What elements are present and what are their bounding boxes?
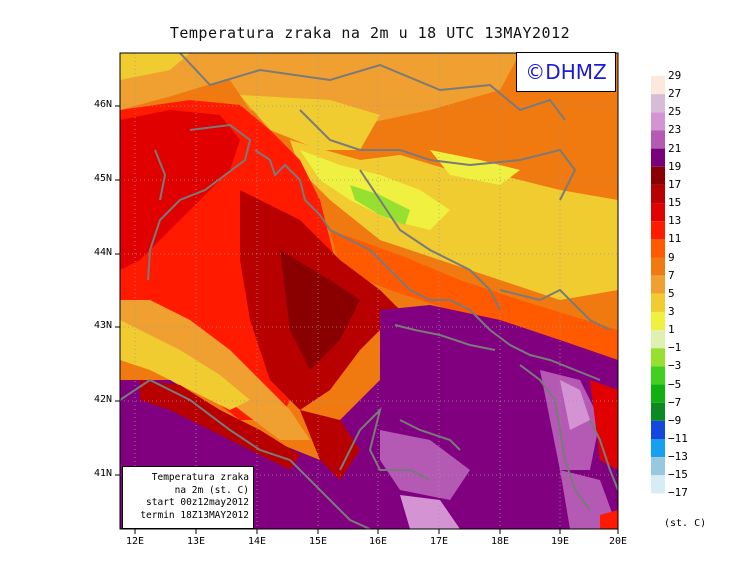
y-tick-label: 46N (94, 99, 113, 110)
x-tick-label: 17E (429, 536, 449, 547)
colorbar-swatch (651, 184, 665, 204)
x-tick-label: 14E (247, 536, 267, 547)
colorbar-label: 1 (668, 323, 675, 337)
info-line: Temperatura zraka (151, 472, 249, 483)
colorbar-swatch (651, 311, 665, 331)
map-frame (119, 52, 619, 530)
colorbar-swatch (651, 366, 665, 385)
colorbar-swatch (651, 457, 665, 476)
colorbar-label: 9 (668, 250, 675, 264)
colorbar (651, 76, 665, 494)
colorbar-label: 7 (668, 268, 675, 282)
y-tick-label: 43N (94, 320, 113, 331)
colorbar-label: −3 (668, 359, 682, 373)
colorbar-swatch (651, 76, 665, 95)
colorbar-label: −17 (668, 486, 688, 500)
colorbar-label: −13 (668, 450, 688, 464)
colorbar-label: 11 (668, 232, 682, 246)
colorbar-label: 29 (668, 69, 682, 82)
colorbar-swatch (651, 293, 665, 312)
colorbar-swatch (651, 221, 665, 240)
colorbar-label: −9 (668, 413, 682, 427)
colorbar-swatch (651, 402, 665, 421)
colorbar-label: 17 (668, 177, 682, 191)
x-tick-label: 13E (186, 536, 206, 547)
colorbar-swatch (651, 166, 665, 185)
colorbar-swatch (651, 384, 665, 403)
y-tick-label: 45N (94, 173, 113, 184)
colorbar-label: 21 (668, 141, 682, 155)
graticule (120, 53, 618, 529)
x-tick-label: 15E (308, 536, 328, 547)
colorbar-label: −11 (668, 432, 688, 445)
info-box: Temperatura zraka na 2m (st. C) start 00… (122, 466, 254, 529)
colorbar-swatch (651, 257, 665, 276)
colorbar-label: −5 (668, 377, 682, 391)
colorbar-swatch (651, 203, 665, 222)
colorbar-label: 5 (668, 286, 675, 300)
dhmz-logo: ©DHMZ (516, 52, 616, 92)
axis-ticks (115, 105, 619, 534)
colorbar-units: (st. C) (664, 518, 707, 529)
colorbar-label: 23 (668, 123, 682, 137)
temperature-fields (120, 53, 618, 529)
x-tick-label: 20E (608, 536, 628, 547)
coastlines (120, 53, 618, 529)
y-tick-label: 44N (94, 247, 113, 258)
colorbar-swatch (651, 439, 665, 458)
colorbar-label: 27 (668, 87, 682, 101)
info-line: termin 18Z13MAY2012 (140, 509, 249, 521)
colorbar-swatch (651, 112, 665, 131)
colorbar-label: 3 (668, 304, 675, 318)
x-tick-label: 18E (490, 536, 510, 547)
colorbar-label: 15 (668, 196, 682, 210)
info-line: start 00z12may2012 (146, 497, 249, 508)
x-tick-label: 19E (550, 536, 570, 547)
colorbar-swatch (651, 475, 665, 494)
colorbar-swatch (651, 420, 665, 439)
y-tick-label: 42N (94, 394, 113, 405)
colorbar-label: 13 (668, 214, 682, 228)
colorbar-swatch (651, 348, 665, 367)
colorbar-swatch (651, 130, 665, 149)
x-tick-label: 16E (368, 536, 388, 547)
colorbar-swatch (651, 330, 665, 349)
map-title: Temperatura zraka na 2m u 18 UTC 13MAY20… (169, 24, 571, 42)
colorbar-swatch (651, 239, 665, 258)
colorbar-label: −15 (668, 468, 688, 482)
x-tick-label: 12E (125, 536, 145, 547)
colorbar-label: 25 (668, 105, 682, 119)
colorbar-label: −7 (668, 395, 682, 409)
y-tick-label: 41N (94, 468, 113, 479)
colorbar-swatch (651, 148, 665, 167)
colorbar-label: 19 (668, 159, 682, 173)
colorbar-label: −1 (668, 341, 682, 355)
colorbar-swatch (651, 275, 665, 294)
info-line: na 2m (st. C) (174, 484, 249, 496)
colorbar-swatch (651, 94, 665, 113)
